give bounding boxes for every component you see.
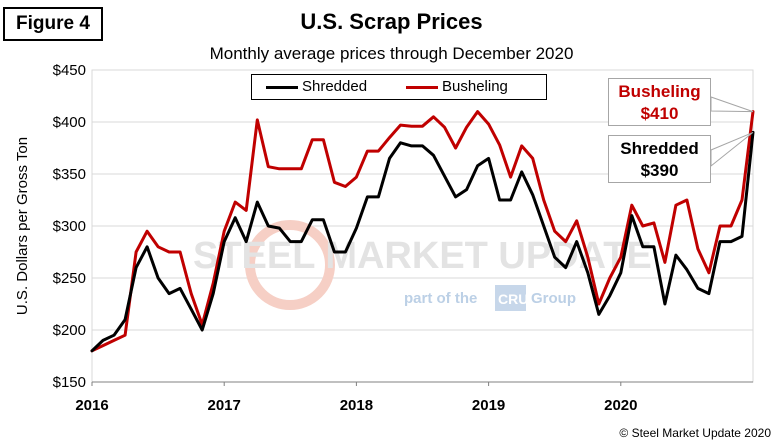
series-line-shredded bbox=[90, 130, 755, 353]
legend-item-busheling: Busheling bbox=[406, 78, 508, 96]
watermark-prefix: part of the bbox=[404, 290, 477, 307]
y-tick-label: $250 bbox=[53, 270, 86, 287]
legend-item-shredded: Shredded bbox=[266, 78, 367, 96]
x-tick-label: 2020 bbox=[604, 397, 637, 414]
watermark-suffix: Group bbox=[531, 290, 576, 307]
y-tick-label: $300 bbox=[53, 218, 86, 235]
watermark-cru: CRU bbox=[498, 291, 528, 307]
y-axis-label: U.S. Dollars per Gross Ton bbox=[14, 137, 31, 315]
legend-label-shredded: Shredded bbox=[302, 78, 368, 95]
shredded-callout-pointer bbox=[710, 131, 754, 168]
busheling-callout: Busheling $410 bbox=[608, 78, 711, 126]
busheling-callout-pointer bbox=[710, 96, 754, 113]
y-tick-label: $200 bbox=[53, 322, 86, 339]
chart-subtitle: Monthly average prices through December … bbox=[209, 44, 574, 63]
busheling-callout-name: Busheling bbox=[618, 82, 701, 101]
busheling-callout-value: $410 bbox=[640, 104, 679, 123]
series-line-busheling bbox=[90, 110, 755, 353]
x-tick-label: 2019 bbox=[472, 397, 505, 414]
x-tick-label: 2017 bbox=[208, 397, 241, 414]
legend-swatch-shredded bbox=[266, 85, 298, 89]
y-tick-label: $400 bbox=[53, 114, 86, 131]
chart-title: U.S. Scrap Prices bbox=[300, 9, 483, 34]
watermark-cru-box bbox=[495, 285, 526, 311]
watermark: STEEL MARKET UPDATE part of the CRU Grou… bbox=[193, 220, 652, 311]
shredded-callout-value: $390 bbox=[640, 161, 679, 180]
watermark-logo-arc bbox=[245, 220, 335, 310]
shredded-callout: Shredded $390 bbox=[608, 135, 711, 183]
figure-label: Figure 4 bbox=[3, 7, 103, 41]
legend-label-busheling: Busheling bbox=[442, 78, 508, 95]
x-tick-label: 2016 bbox=[75, 397, 108, 414]
legend-swatch-busheling bbox=[406, 85, 438, 89]
y-tick-label: $150 bbox=[53, 374, 86, 391]
x-tick-label: 2018 bbox=[340, 397, 373, 414]
y-tick-label: $450 bbox=[53, 62, 86, 79]
legend: Shredded Busheling bbox=[251, 74, 547, 100]
copyright: © Steel Market Update 2020 bbox=[619, 426, 771, 440]
y-tick-label: $350 bbox=[53, 166, 86, 183]
shredded-callout-name: Shredded bbox=[620, 139, 699, 158]
